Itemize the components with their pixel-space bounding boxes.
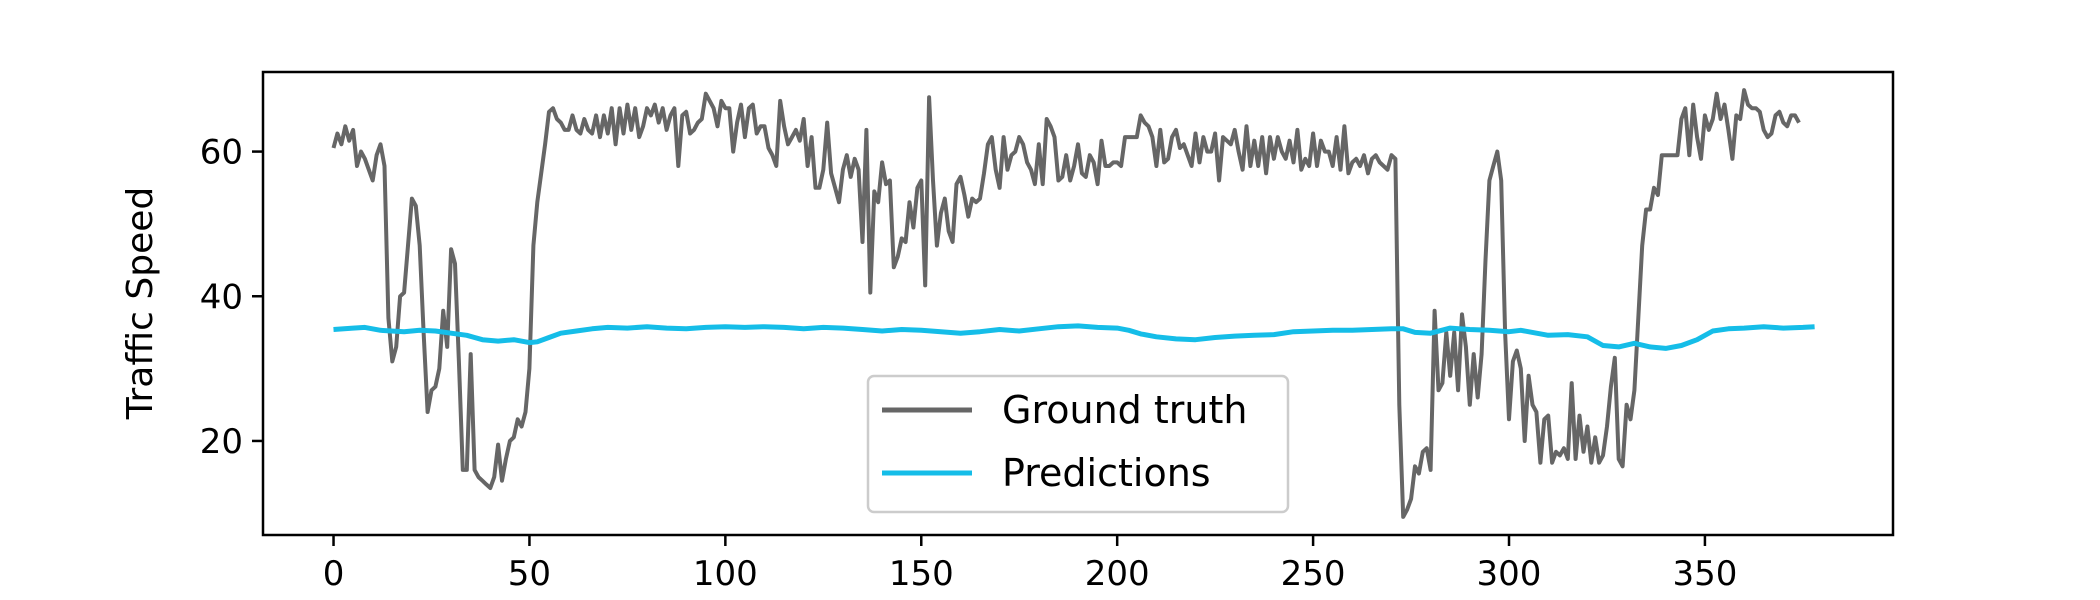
legend-label-ground-truth: Ground truth xyxy=(1002,388,1247,432)
x-tick-label: 100 xyxy=(693,554,758,594)
series-line-predictions xyxy=(333,323,1815,351)
y-tick-label: 40 xyxy=(200,277,243,317)
x-tick-label: 300 xyxy=(1477,554,1542,594)
x-tick-label: 350 xyxy=(1672,554,1737,594)
legend-label-predictions: Predictions xyxy=(1002,451,1211,495)
x-tick-label: 0 xyxy=(323,554,345,594)
y-tick-label: 60 xyxy=(200,133,243,173)
plot-frame xyxy=(261,70,1895,537)
x-tick-label: 200 xyxy=(1085,554,1150,594)
x-tick-label: 150 xyxy=(889,554,954,594)
x-tick-label: 50 xyxy=(508,554,551,594)
y-tick-label: 20 xyxy=(200,422,243,462)
y-axis-label: Traffic Speed xyxy=(120,187,161,420)
x-tick-label: 250 xyxy=(1281,554,1346,594)
legend: Ground truth Predictions xyxy=(866,374,1290,514)
series-layer xyxy=(331,88,1815,519)
legend-box xyxy=(866,374,1290,514)
series-line-ground-truth xyxy=(331,88,1801,519)
ticks-layer: 0 50 100 150 200 250 300 350 20 40 60 xyxy=(200,133,1738,594)
